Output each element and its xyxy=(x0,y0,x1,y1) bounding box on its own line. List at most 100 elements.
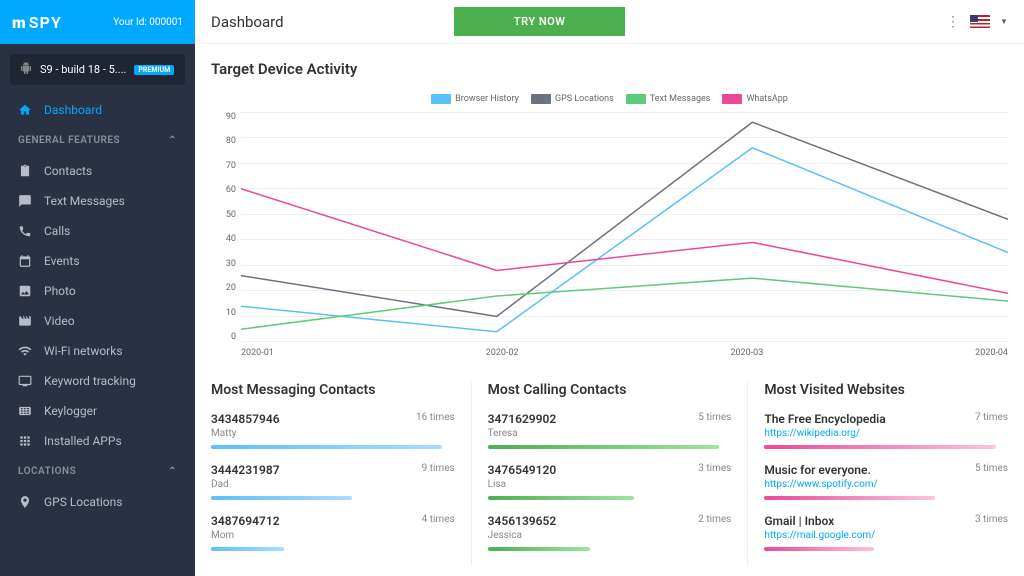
sidebar-item-events[interactable]: Events xyxy=(0,246,195,276)
legend-item: Browser History xyxy=(431,94,519,104)
section-label: GENERAL FEATURES xyxy=(18,135,120,146)
user-id: Your Id: 000001 xyxy=(113,17,183,28)
sidebar-item-gps[interactable]: GPS Locations xyxy=(0,487,195,517)
grid-icon xyxy=(18,434,32,448)
list-item[interactable]: 3444231987 Dad 9 times xyxy=(211,463,455,500)
chart-area: 9080706050403020100 xyxy=(241,112,1008,342)
list-item[interactable]: 3434857946 Matty 16 times xyxy=(211,412,455,449)
section-locations[interactable]: LOCATIONS ⌃ xyxy=(0,456,195,487)
entry-link[interactable]: https://www.spotify.com/ xyxy=(764,479,877,490)
legend-label: Text Messages xyxy=(650,94,711,104)
list-item[interactable]: 3456139652Jessica2 times xyxy=(488,514,732,551)
entry-main: The Free Encyclopedia xyxy=(764,412,885,426)
sidebar-item-dashboard[interactable]: Dashboard xyxy=(0,95,195,125)
progress-bar xyxy=(211,445,442,449)
entry-sub: Teresa xyxy=(488,428,557,439)
entry-count: 5 times xyxy=(698,412,731,423)
entry-main: 3487694712 xyxy=(211,514,280,528)
panel-title: Most Visited Websites xyxy=(764,382,1008,398)
section-general-features[interactable]: GENERAL FEATURES ⌃ xyxy=(0,125,195,156)
entry-count: 9 times xyxy=(422,463,455,474)
header-actions: ⋮ ▼ xyxy=(946,14,1008,30)
entry-main: 3471629902 xyxy=(488,412,557,426)
legend-swatch xyxy=(722,94,742,104)
monitor-icon xyxy=(18,374,32,388)
list-item[interactable]: 3471629902 Teresa 5 times xyxy=(488,412,732,449)
sidebar-item-label: Contacts xyxy=(44,164,92,178)
device-name: S9 - build 18 - 5.... xyxy=(40,63,126,76)
calendar-icon xyxy=(18,254,32,268)
entry-count: 3 times xyxy=(698,463,731,474)
progress-bar xyxy=(211,547,284,551)
legend-item: Text Messages xyxy=(626,94,711,104)
progress-bar xyxy=(488,547,590,551)
sidebar-item-label: GPS Locations xyxy=(44,495,122,509)
try-now-button[interactable]: TRY NOW xyxy=(454,7,626,36)
list-item[interactable]: 3487694712 Mom 4 times xyxy=(211,514,455,551)
home-icon xyxy=(18,103,32,117)
list-item[interactable]: Music for everyone.https://www.spotify.c… xyxy=(764,463,1008,500)
entry-count: 3 times xyxy=(975,514,1008,525)
sidebar-item-label: Installed APPs xyxy=(44,434,122,448)
sidebar-item-label: Keyword tracking xyxy=(44,374,136,388)
keyboard-icon xyxy=(18,404,32,418)
progress-bar xyxy=(764,496,935,500)
device-selector[interactable]: S9 - build 18 - 5.... PREMIUM xyxy=(10,54,185,85)
chevron-down-icon[interactable]: ▼ xyxy=(1000,17,1008,26)
panels: Most Messaging Contacts 3434857946 Matty 1… xyxy=(211,382,1008,565)
logo-text: SPY xyxy=(29,13,62,32)
entry-link[interactable]: https://mail.google.com/ xyxy=(764,530,875,541)
sidebar-item-keyword[interactable]: Keyword tracking xyxy=(0,366,195,396)
x-axis: 2020-012020-022020-032020-04 xyxy=(241,348,1008,358)
sidebar-item-video[interactable]: Video xyxy=(0,306,195,336)
entry-main: 3444231987 xyxy=(211,463,280,477)
progress-bar xyxy=(488,496,634,500)
sidebar-item-label: Video xyxy=(44,314,75,328)
y-axis: 9080706050403020100 xyxy=(211,112,236,342)
sidebar-item-label: Events xyxy=(44,254,80,268)
entry-sub: Matty xyxy=(211,428,280,439)
main: Dashboard TRY NOW ⋮ ▼ Target Device Acti… xyxy=(195,0,1024,576)
pin-icon xyxy=(18,495,32,509)
chart-title: Target Device Activity xyxy=(211,60,1008,78)
sidebar-item-calls[interactable]: Calls xyxy=(0,216,195,246)
progress-bar xyxy=(488,445,719,449)
phone-icon xyxy=(18,224,32,238)
panel-calling: Most Calling Contacts 3471629902Teresa5 … xyxy=(471,382,732,565)
entry-count: 4 times xyxy=(422,514,455,525)
page-title: Dashboard xyxy=(211,13,284,31)
list-item[interactable]: 3476549120Lisa3 times xyxy=(488,463,732,500)
progress-bar xyxy=(211,496,352,500)
sidebar-item-wifi[interactable]: Wi-Fi networks xyxy=(0,336,195,366)
entry-count: 7 times xyxy=(975,412,1008,423)
legend-label: Browser History xyxy=(455,94,519,104)
more-icon[interactable]: ⋮ xyxy=(946,14,960,30)
sidebar-item-contacts[interactable]: Contacts xyxy=(0,156,195,186)
entry-sub: Mom xyxy=(211,530,280,541)
entry-main: 3434857946 xyxy=(211,412,280,426)
section-label: LOCATIONS xyxy=(18,466,76,477)
sidebar-item-apps[interactable]: Installed APPs xyxy=(0,426,195,456)
entry-link[interactable]: https://wikipedia.org/ xyxy=(764,428,885,439)
sidebar-item-label: Photo xyxy=(44,284,76,298)
entry-sub: Jessica xyxy=(488,530,557,541)
logo-prefix: m xyxy=(12,13,27,32)
entry-main: Gmail | Inbox xyxy=(764,514,875,528)
clipboard-icon xyxy=(18,164,32,178)
sidebar-item-keylogger[interactable]: Keylogger xyxy=(0,396,195,426)
chart-card: Target Device Activity Browser History G… xyxy=(211,60,1008,358)
sidebar-item-text-messages[interactable]: Text Messages xyxy=(0,186,195,216)
flag-us-icon[interactable] xyxy=(970,15,990,28)
message-icon xyxy=(18,194,32,208)
sidebar-item-label: Dashboard xyxy=(44,103,102,117)
entry-sub: Dad xyxy=(211,479,280,490)
panel-title: Most Messaging Contacts xyxy=(211,382,455,398)
android-icon xyxy=(20,62,32,77)
list-item[interactable]: The Free Encyclopedia https://wikipedia.o… xyxy=(764,412,1008,449)
entry-count: 16 times xyxy=(416,412,455,423)
logo: mSPY xyxy=(12,13,62,32)
video-icon xyxy=(18,314,32,328)
list-item[interactable]: Gmail | Inbox https://mail.google.com/3 t… xyxy=(764,514,1008,551)
sidebar-item-photo[interactable]: Photo xyxy=(0,276,195,306)
content: Target Device Activity Browser History G… xyxy=(195,44,1024,576)
